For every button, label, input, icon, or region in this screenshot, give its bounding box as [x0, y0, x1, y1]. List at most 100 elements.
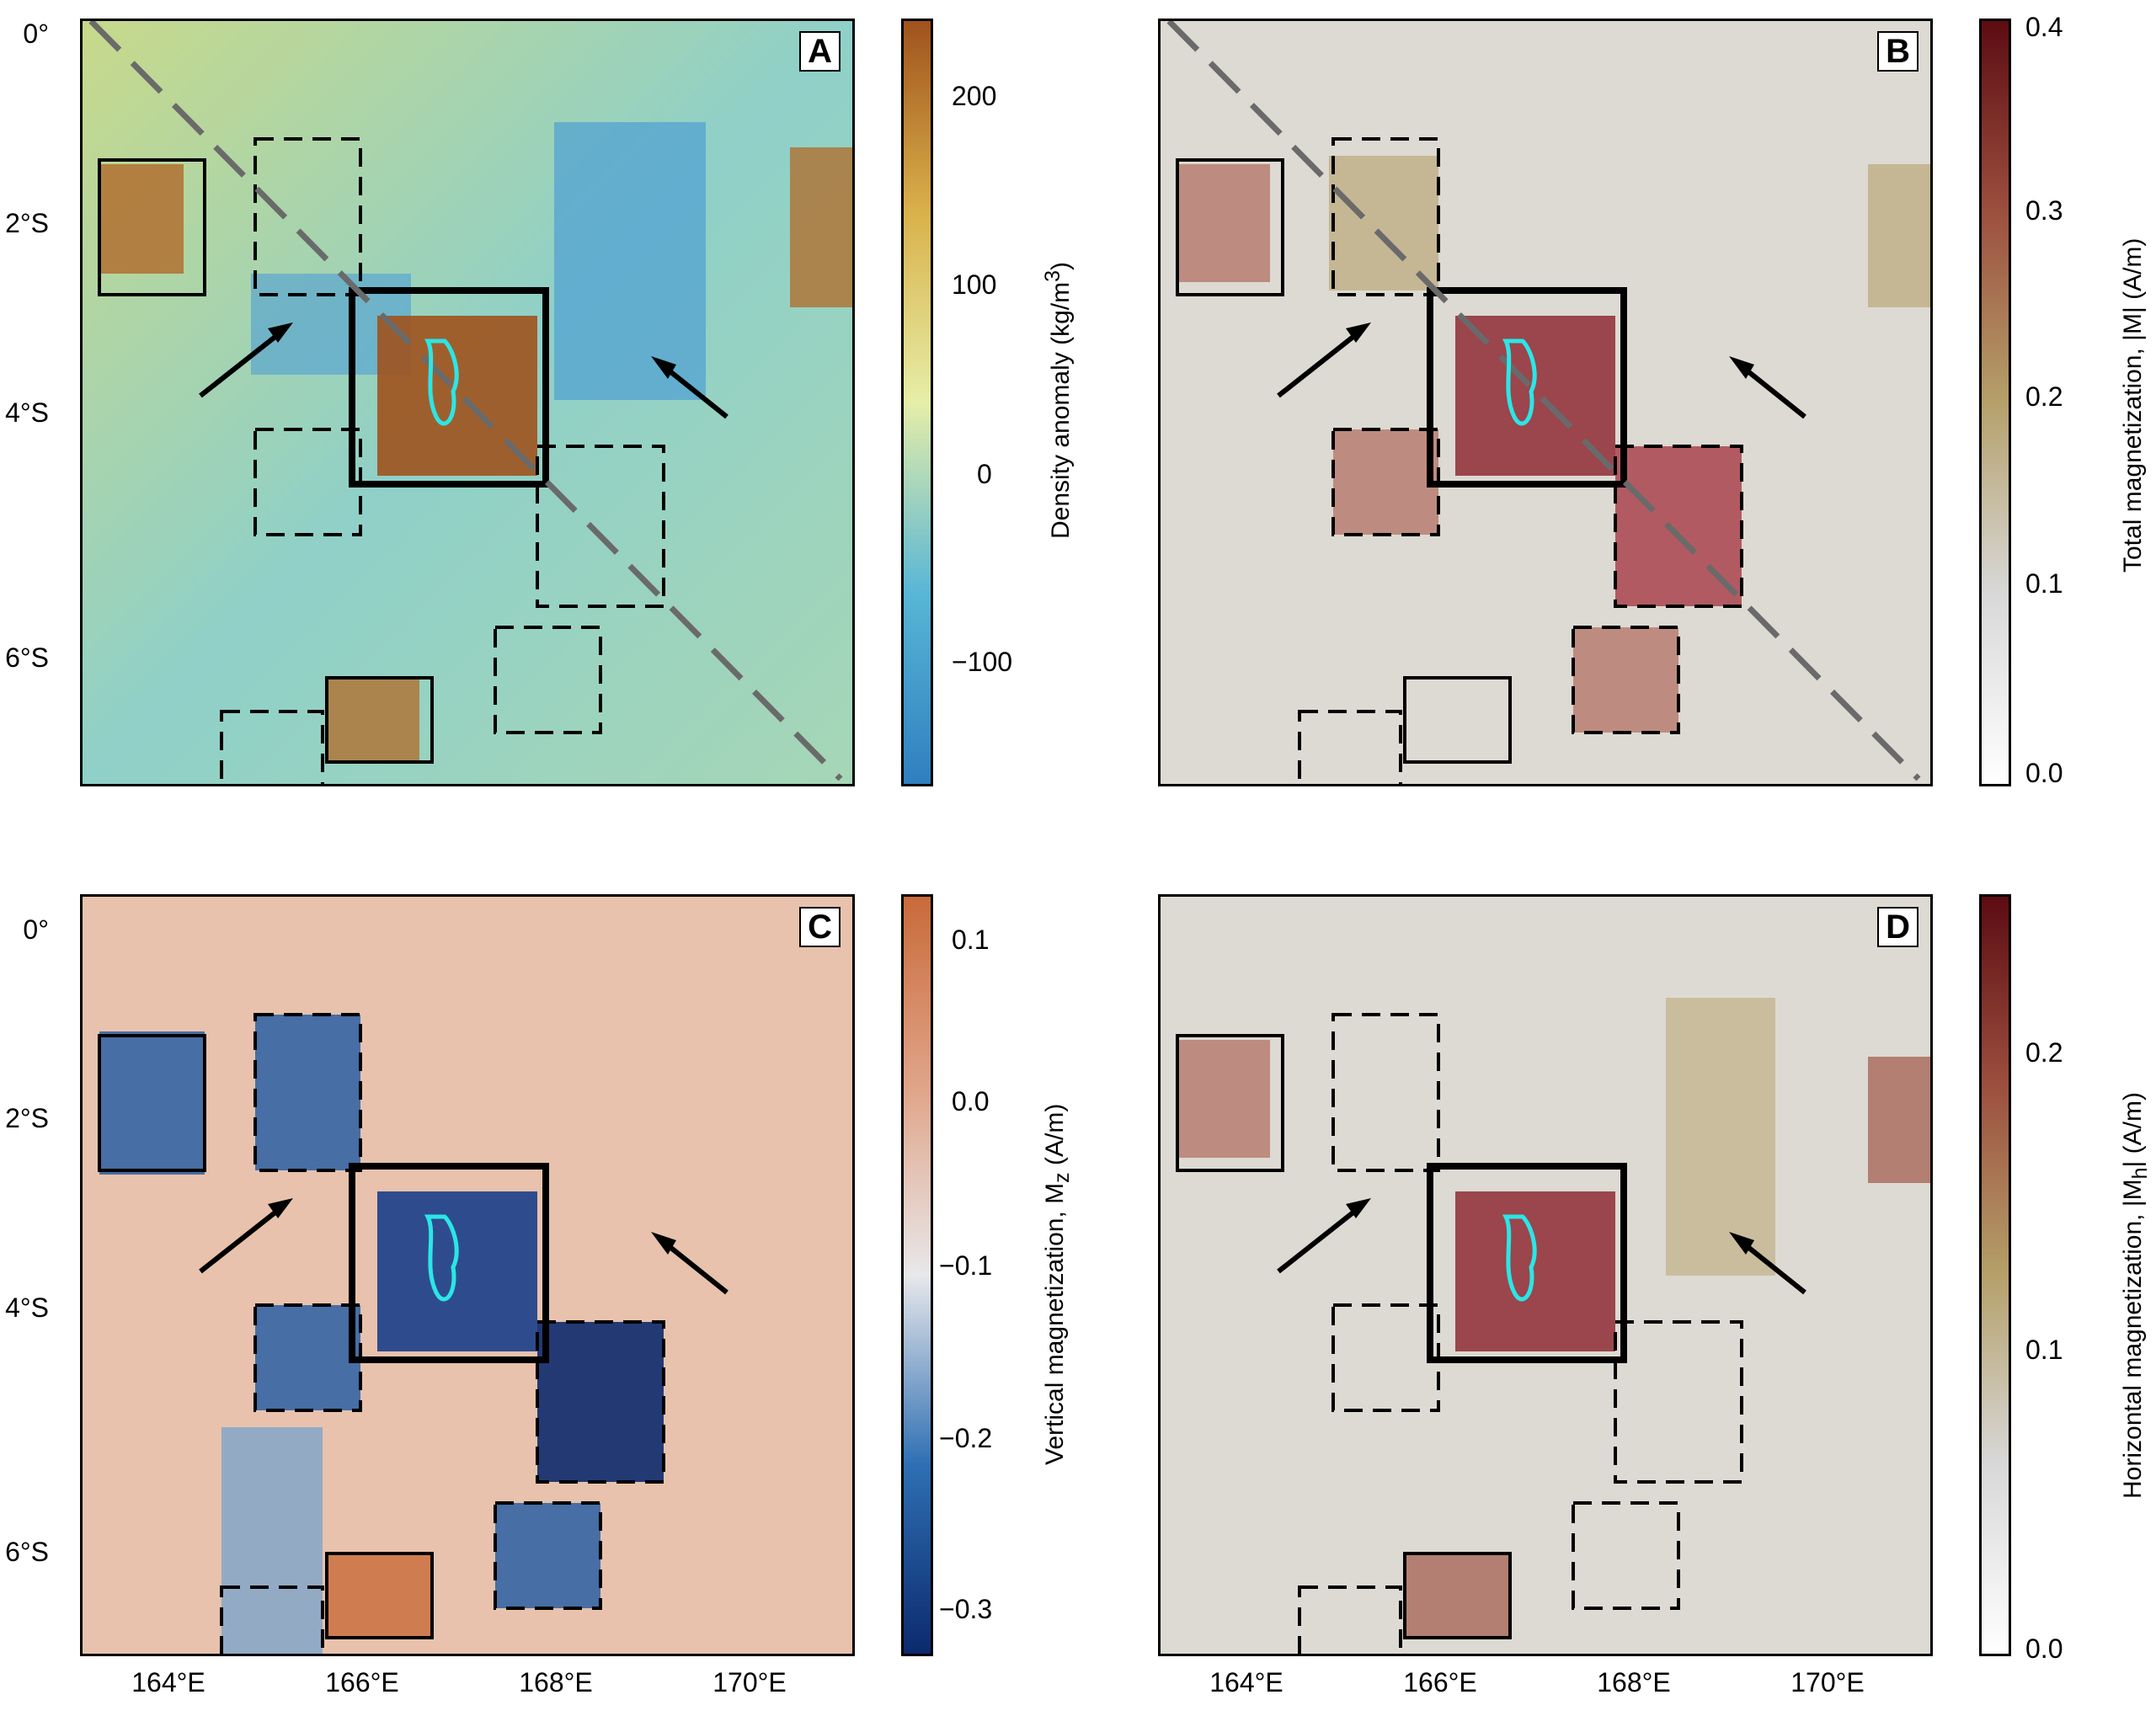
profile-line-b [1166, 21, 1921, 781]
pos-block-s [327, 1553, 432, 1638]
outline-boxes-b [1176, 158, 1627, 764]
lon-label-170: 170°E [712, 1667, 787, 1697]
mag-block-s [1573, 627, 1678, 733]
neg-block-center [377, 1191, 537, 1351]
cbar-b-tick-01: 0.1 [2025, 568, 2063, 599]
cbar-c-tick-01: 0.1 [952, 925, 990, 955]
cbar-c-tick-neg03: −0.3 [939, 1594, 993, 1624]
neg-block-dashed-n [255, 1015, 360, 1170]
colorbar-b [1979, 19, 2011, 786]
arrowheads-a [268, 322, 676, 379]
lon-label-170-d: 170°E [1790, 1667, 1865, 1697]
panel-d: D 164°E 166°E 168°E 170°E 0.2 0.1 0.0 Ho… [1078, 876, 2156, 1716]
hmag-block-center [1455, 1191, 1615, 1351]
panel-letter-a: A [799, 31, 841, 72]
colorbar-c [901, 894, 933, 1656]
cbar-c-tick-neg01: −0.1 [939, 1250, 993, 1281]
lon-label-168: 168°E [519, 1667, 593, 1697]
panel-c: 0° 2°S 4°S 6°S [0, 876, 1078, 1716]
map-d: D [1158, 894, 1933, 1656]
cyan-outline-a [424, 338, 459, 426]
cbar-a-title: Density anomaly (kg/m3) [1041, 261, 1075, 539]
arrowheads-b [1346, 322, 1754, 379]
cbar-a-tick-100: 100 [952, 269, 997, 300]
mag-block-w [1333, 429, 1438, 535]
outline-boxes-c [98, 1034, 549, 1639]
lat-label-4s: 4°S [5, 397, 49, 428]
lat-label-2s-c: 2°S [5, 1103, 49, 1133]
mag-block-dashed-n [1329, 156, 1438, 290]
lon-label-164-d: 164°E [1209, 1667, 1283, 1697]
outline-boxes-d [1176, 1034, 1627, 1639]
cbar-d-tick-00: 0.0 [2025, 1633, 2063, 1664]
lat-label-4s-c: 4°S [5, 1292, 49, 1323]
lat-label-2s: 2°S [5, 208, 49, 238]
map-b: B [1158, 19, 1933, 786]
cbar-a-tick-200: 200 [952, 81, 997, 111]
colorbar-a [901, 19, 933, 786]
panel-letter-b: B [1877, 31, 1919, 72]
high-density-block-south [327, 678, 419, 762]
arrows-a [199, 330, 728, 419]
colorbar-d [1979, 894, 2011, 1656]
map-a-svg [83, 21, 852, 784]
arrowheads-c [268, 1198, 676, 1255]
lon-label-166: 166°E [325, 1667, 399, 1697]
map-c-svg [83, 897, 852, 1654]
panel-letter-d: D [1877, 907, 1919, 947]
neg-strip-s [221, 1427, 323, 1654]
dashed-boxes-a [220, 137, 665, 784]
high-density-block-nw [99, 164, 184, 274]
panel-b: B 0.4 0.3 0.2 0.1 0.0 Total magnetizatio… [1078, 0, 2156, 858]
panel-a: 0° 2°S 4°S 6°S [0, 0, 1078, 858]
high-density-block-east [790, 147, 852, 307]
dashed-boxes-b [1298, 137, 1743, 784]
neg-block-nw [99, 1031, 205, 1175]
cbar-b-tick-03: 0.3 [2025, 195, 2063, 226]
map-a: A [80, 19, 855, 786]
panel-letter-c: C [799, 907, 841, 947]
lon-label-164: 164°E [131, 1667, 205, 1697]
hmag-block-nw [1177, 1040, 1270, 1158]
lat-label-0: 0° [23, 19, 49, 49]
hmag-block-ne [1666, 998, 1775, 1276]
lat-label-6s: 6°S [5, 642, 49, 673]
cbar-b-tick-04: 0.4 [2025, 12, 2063, 42]
arrows-b [1277, 330, 1806, 419]
lat-label-6s-c: 6°S [5, 1537, 49, 1567]
cbar-d-tick-01: 0.1 [2025, 1335, 2063, 1365]
cyan-outline-d [1502, 1214, 1537, 1302]
cbar-b-tick-02: 0.2 [2025, 381, 2063, 412]
lat-label-0-c: 0° [23, 914, 49, 945]
cbar-b-tick-00: 0.0 [2025, 758, 2063, 788]
lon-label-168-d: 168°E [1597, 1667, 1671, 1697]
low-density-zone [554, 122, 706, 400]
arrows-d [1277, 1206, 1806, 1295]
cbar-a-tick-neg100: −100 [952, 647, 1013, 677]
cbar-c-tick-00: 0.0 [952, 1086, 990, 1116]
map-b-svg [1161, 21, 1930, 784]
outline-boxes-a [98, 158, 549, 764]
mag-block-nw [1177, 164, 1270, 282]
dashed-boxes-d [1298, 1013, 1743, 1654]
dashed-boxes-c [220, 1013, 665, 1654]
neg-block-se [537, 1322, 664, 1482]
cbar-d-tick-02: 0.2 [2025, 1037, 2063, 1068]
arrowheads-d [1346, 1198, 1754, 1255]
cbar-a-tick-0: 0 [977, 459, 992, 489]
cyan-outline-b [1502, 338, 1537, 426]
neg-block-s [495, 1503, 600, 1608]
cbar-c-title: Vertical magnetization, Mz (A/m) [1041, 1103, 1074, 1465]
neg-block-w [255, 1305, 360, 1410]
cbar-d-title: Horizontal magnetization, |Mh| (A/m) [2119, 1092, 2152, 1499]
mag-block-east [1868, 164, 1930, 307]
arrows-c [199, 1206, 728, 1295]
cbar-b-title: Total magnetization, |M| (A/m) [2119, 237, 2147, 573]
map-d-svg [1161, 897, 1930, 1654]
lon-label-166-d: 166°E [1403, 1667, 1477, 1697]
map-c: C [80, 894, 855, 1656]
cbar-c-tick-neg02: −0.2 [939, 1423, 993, 1453]
hmag-block-east [1868, 1057, 1930, 1183]
hmag-block-s [1405, 1553, 1510, 1638]
cyan-outline-c [424, 1214, 459, 1302]
